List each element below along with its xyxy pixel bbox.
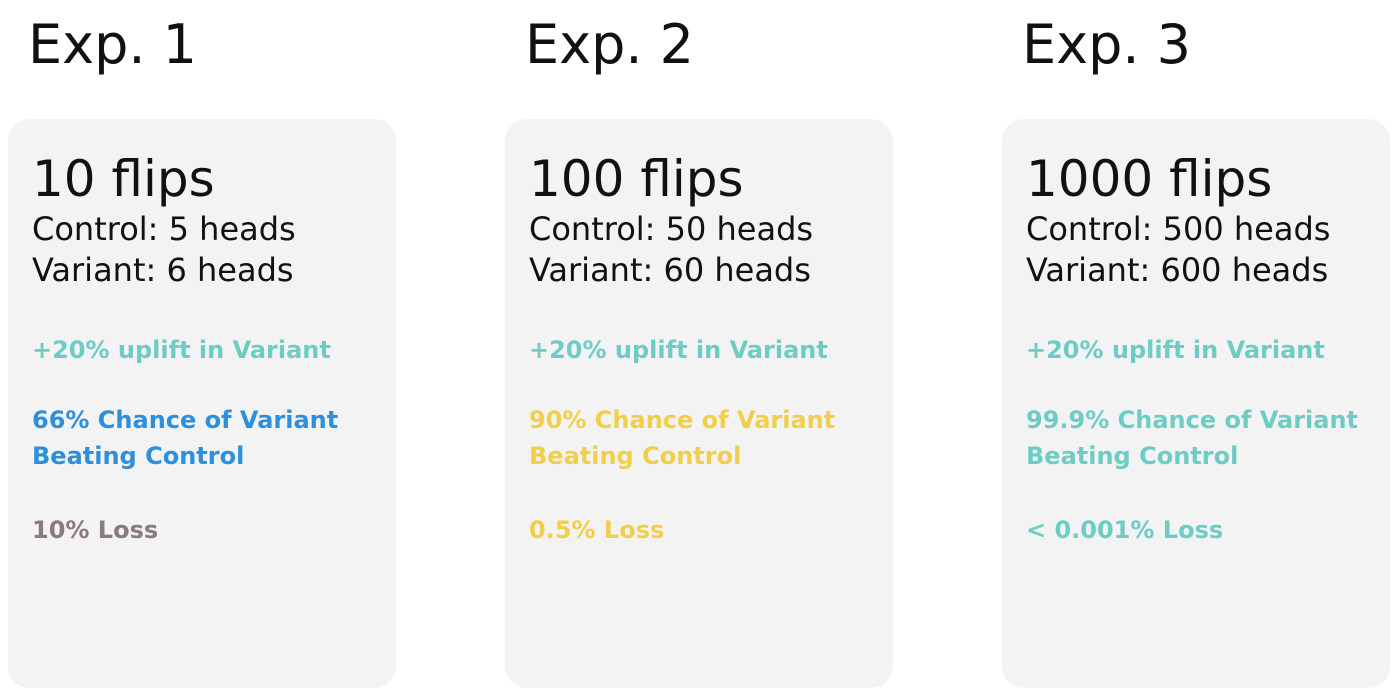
experiment-2-chance: 90% Chance of Variant Beating Control bbox=[529, 406, 836, 470]
experiment-1-uplift: +20% uplift in Variant bbox=[32, 336, 331, 364]
experiment-2-loss: 0.5% Loss bbox=[529, 516, 665, 544]
experiment-1-chance: 66% Chance of Variant Beating Control bbox=[32, 406, 339, 470]
experiment-1-card: 10 flips Control: 5 heads Variant: 6 hea… bbox=[8, 119, 396, 688]
experiment-1-title: Exp. 1 bbox=[28, 13, 198, 76]
experiment-3-uplift: +20% uplift in Variant bbox=[1026, 336, 1325, 364]
experiment-2-uplift: +20% uplift in Variant bbox=[529, 336, 828, 364]
experiment-3-title: Exp. 3 bbox=[1022, 13, 1192, 76]
experiment-2-control: Control: 50 heads bbox=[529, 210, 814, 248]
experiment-3-flips: 1000 flips bbox=[1026, 150, 1273, 208]
experiment-3-variant: Variant: 600 heads bbox=[1026, 251, 1329, 289]
experiment-2-card: 100 flips Control: 50 heads Variant: 60 … bbox=[505, 119, 893, 688]
experiment-2-flips: 100 flips bbox=[529, 150, 744, 208]
experiment-3-chance: 99.9% Chance of Variant Beating Control bbox=[1026, 406, 1359, 470]
experiment-2-variant: Variant: 60 heads bbox=[529, 251, 811, 289]
experiment-2-title: Exp. 2 bbox=[525, 13, 695, 76]
experiment-1-loss: 10% Loss bbox=[32, 516, 159, 544]
experiment-3-card: 1000 flips Control: 500 heads Variant: 6… bbox=[1002, 119, 1390, 688]
experiment-1-variant: Variant: 6 heads bbox=[32, 251, 294, 289]
experiment-1-flips: 10 flips bbox=[32, 150, 215, 208]
experiment-1-control: Control: 5 heads bbox=[32, 210, 296, 248]
experiment-3-loss: < 0.001% Loss bbox=[1026, 516, 1224, 544]
experiment-3-control: Control: 500 heads bbox=[1026, 210, 1331, 248]
